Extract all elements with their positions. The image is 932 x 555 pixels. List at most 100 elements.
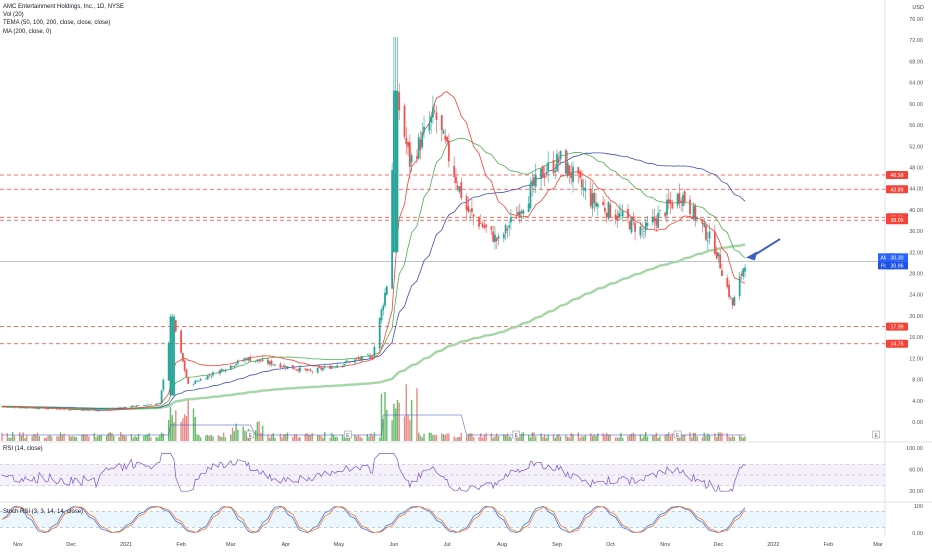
volume-bar <box>531 432 533 441</box>
candle-body <box>194 380 197 384</box>
candle-body <box>343 363 346 366</box>
candle-body <box>543 175 546 179</box>
candle-body <box>533 177 535 186</box>
candle-body <box>408 142 411 167</box>
volume-bar <box>331 433 333 441</box>
candle-body <box>502 234 505 239</box>
price-axis-label: 20.00 <box>909 314 923 320</box>
earnings-marker-label: E <box>515 433 519 439</box>
volume-bar <box>118 437 120 441</box>
volume-bar <box>199 437 202 441</box>
candle-body <box>744 267 746 272</box>
volume-bar <box>692 432 695 441</box>
candle-body <box>680 200 683 203</box>
candle-body <box>469 209 472 211</box>
volume-bar <box>329 437 331 441</box>
volume-bar <box>497 435 500 441</box>
candle-body <box>385 286 388 295</box>
volume-bar <box>707 433 709 441</box>
volume-bar <box>634 434 636 441</box>
volume-bar <box>125 435 127 441</box>
earnings-marker <box>246 430 255 439</box>
volume-bar <box>715 437 718 441</box>
volume-bar <box>421 437 423 441</box>
volume-bar <box>508 436 510 441</box>
volume-bar <box>565 435 567 441</box>
candle-body <box>274 364 276 366</box>
rsi-label: RSI (14, close) <box>3 446 43 452</box>
volume-bar <box>602 433 604 441</box>
candle-body <box>471 208 473 213</box>
price-axis-label: 24.00 <box>909 293 923 299</box>
time-axis-label: Feb <box>176 542 185 548</box>
candle-body <box>109 408 112 410</box>
level-price-label: 17.99 <box>891 325 904 331</box>
volume-bar <box>503 434 505 441</box>
volume-bar <box>605 432 608 441</box>
candle-body <box>355 358 358 360</box>
volume-bar <box>590 433 592 441</box>
arrow-icon <box>751 238 781 258</box>
candle-body <box>639 226 642 236</box>
candle-body <box>11 406 14 408</box>
candle-body <box>678 192 681 204</box>
volume-bar <box>457 437 459 441</box>
chart-legend: AMC Entertainment Holdings, Inc., 1D, NY… <box>3 3 124 36</box>
last-price-tag <box>886 253 908 262</box>
candle-body <box>82 409 85 411</box>
candle-body <box>330 366 333 369</box>
candle-body <box>435 112 438 121</box>
volume-bar <box>494 436 496 441</box>
candle-body <box>403 105 406 137</box>
candle-body <box>719 254 722 269</box>
volume-bar <box>433 434 436 441</box>
candle-body <box>73 409 76 411</box>
candle-body <box>602 202 605 206</box>
candle-body <box>644 222 647 231</box>
rsi-band <box>0 464 885 486</box>
candle-body <box>506 228 509 231</box>
last-price-label: 30.30 <box>891 255 904 261</box>
time-axis-label: Jun <box>389 542 398 548</box>
candle-body <box>621 211 624 217</box>
candle-body <box>157 403 159 404</box>
volume-bar <box>418 432 420 441</box>
candle-body <box>173 316 175 396</box>
volume-bar <box>206 434 209 441</box>
candle-body <box>559 150 562 160</box>
candle-body <box>249 357 252 362</box>
candle-body <box>146 404 149 406</box>
volume-bar <box>643 435 645 441</box>
volume-bar <box>261 425 264 441</box>
volume-bar <box>641 437 643 441</box>
level-price-tag <box>886 171 908 180</box>
volume-bar <box>97 435 99 441</box>
volume-bar <box>222 432 225 441</box>
volume-bar <box>132 437 134 441</box>
volume-bar <box>442 434 445 441</box>
tema-legend: TEMA (50, 100, 200, close, close, close) <box>3 20 111 27</box>
candle-body <box>369 355 372 359</box>
volume-bar <box>70 436 72 441</box>
volume-bar <box>669 436 672 441</box>
volume-bar <box>274 437 276 441</box>
candle-body <box>63 408 65 410</box>
candle-body <box>510 216 512 223</box>
volume-bar <box>242 426 244 441</box>
candle-body <box>683 191 686 203</box>
volume-bar <box>230 434 232 441</box>
volume-bar <box>6 433 9 441</box>
volume-bar <box>279 433 282 441</box>
volume-bar <box>72 436 74 441</box>
time-axis-label: 2021 <box>120 542 132 548</box>
volume-bar <box>694 432 697 441</box>
volume-bar <box>180 422 182 441</box>
candle-body <box>357 358 360 359</box>
candle-body <box>481 223 484 228</box>
volume-bar <box>286 432 289 441</box>
candle-body <box>396 90 399 253</box>
volume-bar <box>22 432 24 441</box>
volume-bar <box>324 432 326 441</box>
